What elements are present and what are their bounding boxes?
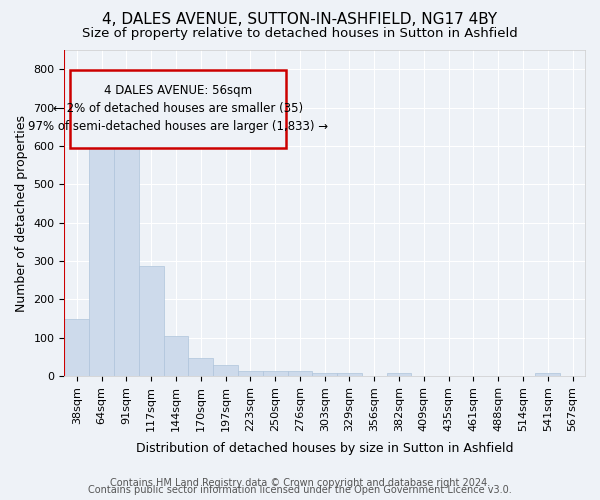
Text: Contains public sector information licensed under the Open Government Licence v3: Contains public sector information licen…: [88, 485, 512, 495]
Bar: [386, 374, 412, 376]
Y-axis label: Number of detached properties: Number of detached properties: [15, 114, 28, 312]
Bar: [114, 135, 139, 376]
Bar: [64, 318, 89, 376]
Bar: [337, 373, 362, 376]
Bar: [535, 373, 560, 376]
Bar: [287, 372, 313, 376]
Bar: [263, 372, 287, 376]
Bar: [89, 132, 114, 376]
Text: 4, DALES AVENUE, SUTTON-IN-ASHFIELD, NG17 4BY: 4, DALES AVENUE, SUTTON-IN-ASHFIELD, NG1…: [103, 12, 497, 28]
Text: Size of property relative to detached houses in Sutton in Ashfield: Size of property relative to detached ho…: [82, 28, 518, 40]
Bar: [139, 266, 164, 376]
FancyBboxPatch shape: [70, 70, 286, 148]
X-axis label: Distribution of detached houses by size in Sutton in Ashfield: Distribution of detached houses by size …: [136, 442, 514, 455]
Bar: [238, 372, 263, 376]
Bar: [313, 373, 337, 376]
Text: 4 DALES AVENUE: 56sqm
← 2% of detached houses are smaller (35)
97% of semi-detac: 4 DALES AVENUE: 56sqm ← 2% of detached h…: [28, 84, 328, 133]
Text: Contains HM Land Registry data © Crown copyright and database right 2024.: Contains HM Land Registry data © Crown c…: [110, 478, 490, 488]
Bar: [188, 358, 213, 376]
Bar: [164, 336, 188, 376]
Bar: [213, 364, 238, 376]
